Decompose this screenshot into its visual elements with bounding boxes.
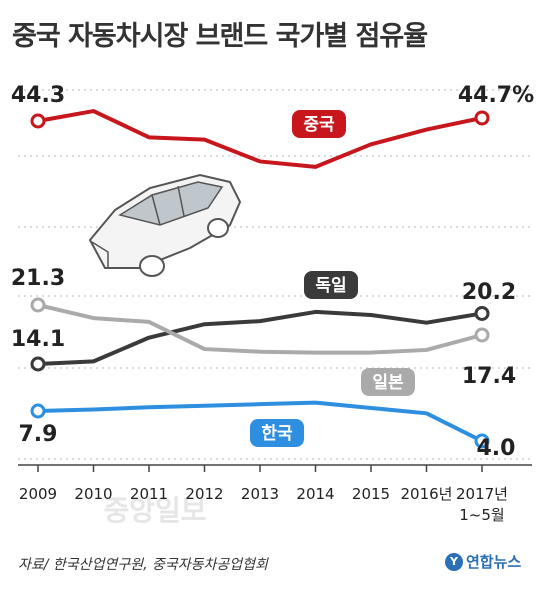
series-badge: 독일 (304, 271, 358, 299)
start-point (30, 356, 46, 372)
series-name-label: 중국 (303, 115, 335, 135)
x-tick-label: 2014 (296, 485, 334, 503)
brand-icon: Y (445, 552, 463, 571)
series-lines (37, 109, 483, 443)
x-tick-label: 2011 (130, 485, 168, 503)
series-badge: 일본 (361, 368, 415, 396)
series-markers (30, 110, 490, 449)
x-tick-label: 2017년 1~5월 (456, 485, 508, 524)
start-point (30, 297, 46, 313)
brand-logo-area: Y 연합뉴스 (445, 551, 521, 572)
end-value-label: 17.4 (462, 364, 516, 389)
x-tick-label: 2012 (185, 485, 223, 503)
end-value-label: 20.2 (462, 280, 516, 305)
car-illustration (88, 173, 242, 277)
end-point (474, 433, 490, 449)
brand-name: 연합뉴스 (466, 553, 522, 571)
chart-title: 중국 자동차시장 브랜드 국가별 점유율 (12, 21, 428, 52)
start-point (30, 113, 46, 129)
series-name-label: 한국 (261, 424, 293, 444)
start-value-label: 44.3 (11, 83, 65, 108)
x-tick-label: 2009 (19, 485, 57, 503)
x-tick-label: 2010 (74, 485, 112, 503)
x-tick-label: 2015 (352, 485, 390, 503)
start-value-label: 7.9 (19, 422, 58, 447)
series-line-0 (37, 109, 483, 169)
series-badge-bg (304, 271, 358, 299)
x-tick-label: 2013 (241, 485, 279, 503)
series-name-label: 일본 (372, 373, 404, 393)
series-badge: 중국 (292, 110, 346, 138)
value-labels: 44.3 44.7% 14.1 20.2 21.3 17.4 7.9 4.0 (11, 83, 534, 461)
series-badge-bg (292, 110, 346, 138)
series-badge: 한국 (250, 419, 304, 447)
x-axis: 2009 2010 2011 2012 2013 2014 2015 2016년 2017년 1~… (18, 464, 532, 524)
start-value-label: 21.3 (11, 266, 65, 291)
watermark-text: 중앙일보 (103, 494, 206, 527)
end-point (474, 305, 490, 321)
series-badge-bg (250, 419, 304, 447)
series-badge-bg (361, 368, 415, 396)
end-value-label: 4.0 (477, 436, 516, 461)
x-tick-label: 2016년 (401, 485, 453, 503)
end-point (474, 110, 490, 126)
end-point (474, 327, 490, 343)
series-line-3 (37, 400, 483, 443)
source-note: 자료/ 한국산업연구원, 중국자동차공업협회 (18, 557, 268, 573)
series-name-label: 독일 (315, 276, 346, 296)
series-line-1 (37, 309, 483, 366)
end-value-label: 44.7% (458, 83, 534, 108)
watermark: 중앙일보 (103, 494, 206, 527)
start-point (30, 403, 46, 419)
series-line-2 (37, 303, 483, 355)
start-value-label: 14.1 (11, 327, 65, 352)
